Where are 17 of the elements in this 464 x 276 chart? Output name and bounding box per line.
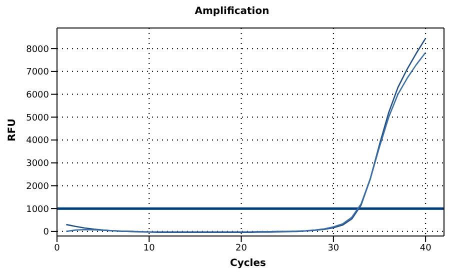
- x-tick-label: 20: [236, 243, 248, 254]
- y-tick-label: 3000: [26, 159, 50, 170]
- x-tick-label: 40: [420, 243, 432, 254]
- x-tick-label: 30: [328, 243, 340, 254]
- chart-title: Amplification: [194, 6, 270, 17]
- y-tick-label: 1000: [26, 204, 50, 215]
- y-tick-label: 8000: [26, 44, 50, 55]
- y-axis-title: RFU: [7, 118, 19, 144]
- y-tick-label: 7000: [26, 68, 50, 78]
- x-tick-label: 0: [54, 243, 60, 254]
- x-tick-label: 10: [143, 243, 156, 254]
- y-tick-label: 5000: [26, 113, 50, 124]
- y-tick-label: 2000: [26, 182, 50, 192]
- y-tick-label: 6000: [26, 90, 50, 100]
- y-tick-label: 0: [43, 228, 50, 238]
- y-tick-label: 4000: [26, 136, 50, 146]
- x-axis-title: Cycles: [229, 258, 267, 269]
